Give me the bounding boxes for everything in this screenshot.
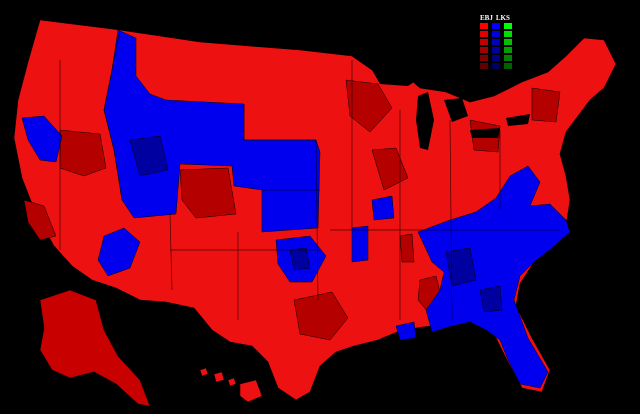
legend-swatch-red-6 <box>480 63 488 69</box>
blue-louisiana <box>395 321 417 341</box>
legend-swatch-grid <box>480 23 524 70</box>
dark-red-counties <box>23 79 561 341</box>
blue-west-coast <box>21 115 63 163</box>
legend-swatch-blue-1 <box>492 23 500 29</box>
legend-swatch-green-1 <box>504 23 512 29</box>
blue-southeast <box>417 165 571 389</box>
legend-swatch-red-4 <box>480 47 488 53</box>
legend-swatch-blue-2 <box>492 31 500 37</box>
legend-title-left: EBJ <box>480 14 493 22</box>
legend-swatch-red-3 <box>480 39 488 45</box>
blue-kentucky <box>371 195 395 221</box>
legend-swatch-blue-3 <box>492 39 500 45</box>
legend-swatch-red-2 <box>480 31 488 37</box>
legend-swatch-green-6 <box>504 63 512 69</box>
legend-swatch-green-4 <box>504 47 512 53</box>
legend-swatch-green-2 <box>504 31 512 37</box>
legend-swatch-blue-6 <box>492 63 500 69</box>
blue-missouri <box>351 225 369 263</box>
legend-title: EBJ LKS <box>480 14 524 22</box>
state-borders <box>59 29 560 321</box>
legend: EBJ LKS <box>480 14 524 70</box>
blue-southwest <box>97 227 141 277</box>
great-lakes <box>372 70 530 150</box>
legend-swatch-blue-5 <box>492 55 500 61</box>
legend-title-right: LKS <box>495 14 510 22</box>
legend-swatch-green-5 <box>504 55 512 61</box>
legend-swatch-green-3 <box>504 39 512 45</box>
legend-swatch-blue-4 <box>492 47 500 53</box>
blue-counties <box>21 29 571 389</box>
dark-blue-counties <box>129 135 503 313</box>
legend-swatch-red-5 <box>480 55 488 61</box>
hawaii <box>199 367 263 403</box>
alaska <box>39 289 151 407</box>
legend-swatch-red-1 <box>480 23 488 29</box>
